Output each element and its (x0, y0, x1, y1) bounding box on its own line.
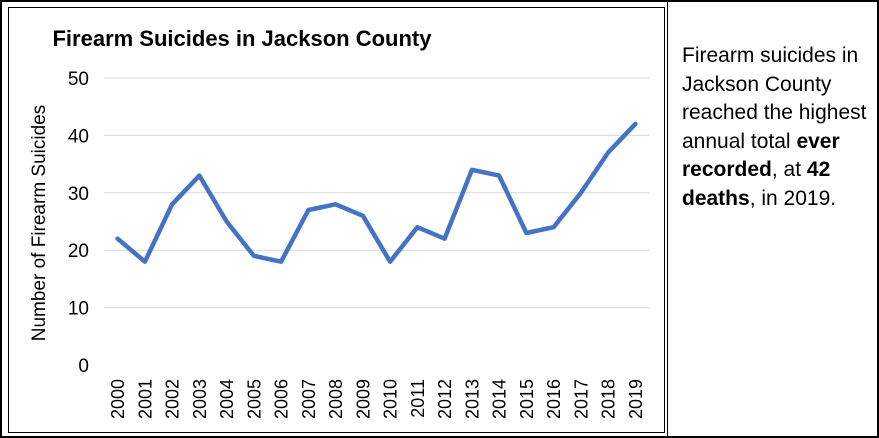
note-text-3: , in 2019. (749, 186, 837, 210)
y-axis-label: Number of Firearm Suicides (29, 105, 50, 342)
note-emphasis-42-deaths: 42 deaths (682, 158, 831, 210)
x-tick-label: 2009 (353, 379, 373, 419)
note-text-2: , at (771, 158, 807, 181)
y-tick-label: 30 (68, 184, 89, 205)
x-tick-label: 2001 (135, 379, 155, 419)
x-tick-label: 2013 (462, 379, 482, 419)
y-tick-label: 40 (68, 126, 89, 147)
x-tick-label: 2015 (517, 379, 537, 419)
x-tick-label: 2006 (272, 379, 292, 419)
panel-divider (667, 2, 668, 436)
x-tick-label: 2019 (626, 379, 646, 419)
note-emphasis-ever-recorded: ever recorded (682, 129, 840, 182)
x-axis-ticks: 2000 2001 2002 2003 2004 2005 2006 2007 2008 2009… (108, 379, 646, 419)
chart-panel: Firearm Suicides in Jackson County Numbe… (8, 7, 665, 433)
x-tick-label: 2003 (190, 379, 210, 419)
y-axis-ticks: 0 10 20 30 40 50 (68, 69, 89, 377)
y-tick-label: 50 (68, 69, 89, 90)
series-line (115, 121, 638, 264)
x-tick-label: 2011 (408, 379, 428, 418)
x-tick-label: 2005 (244, 379, 264, 419)
x-tick-label: 2017 (571, 379, 591, 419)
x-tick-label: 2010 (381, 379, 401, 419)
x-tick-label: 2014 (490, 379, 510, 419)
x-tick-label: 2016 (544, 379, 564, 419)
note-text-1: Firearm suicides in Jackson County reach… (682, 44, 867, 153)
annotation-text: Firearm suicides in Jackson County reach… (682, 42, 868, 213)
x-tick-label: 2000 (108, 379, 128, 419)
x-tick-label: 2007 (299, 379, 319, 419)
x-tick-label: 2012 (435, 379, 455, 419)
chart-title: Firearm Suicides in Jackson County (52, 26, 432, 51)
x-tick-label: 2008 (326, 379, 346, 419)
x-tick-label: 2004 (217, 379, 237, 419)
x-tick-label: 2002 (163, 379, 183, 419)
series-layer (115, 121, 638, 264)
gridlines (104, 77, 649, 309)
y-tick-label: 0 (78, 356, 89, 377)
y-tick-label: 10 (68, 299, 89, 320)
line-chart: Firearm Suicides in Jackson County Numbe… (29, 26, 649, 419)
y-tick-label: 20 (68, 241, 89, 262)
x-tick-label: 2018 (599, 379, 619, 419)
